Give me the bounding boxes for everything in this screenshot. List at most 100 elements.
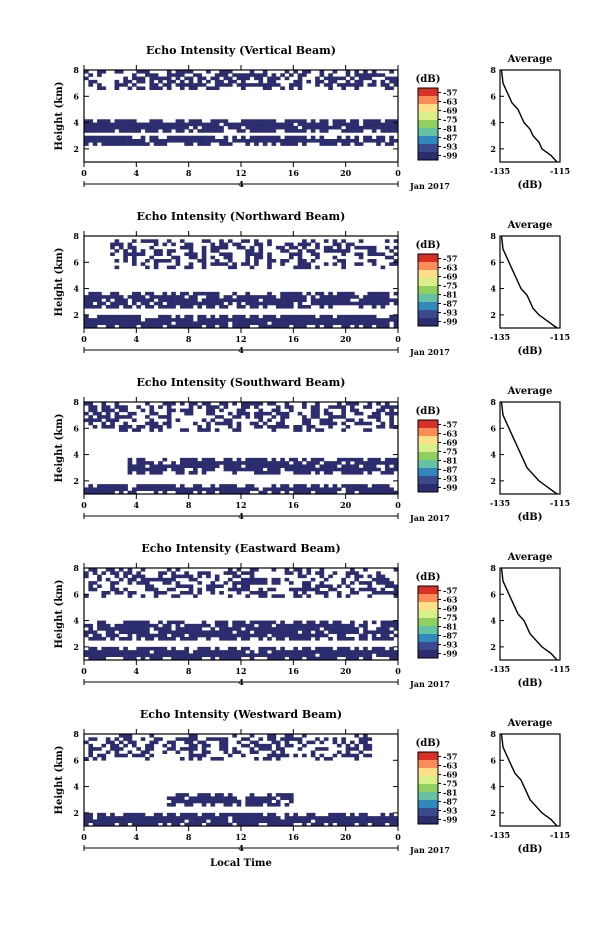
heatmap-cell (389, 415, 394, 419)
heatmap-cell (214, 79, 220, 84)
heatmap-cell (258, 627, 264, 631)
heatmap-cell (110, 571, 115, 575)
heatmap-cell (341, 249, 346, 253)
heatmap-cell (88, 650, 94, 654)
heatmap-cell (123, 620, 128, 625)
heatmap-cell (280, 793, 285, 797)
heatmap-cell (267, 139, 272, 143)
heatmap-cell (345, 135, 351, 140)
heatmap-cell (328, 411, 333, 416)
heatmap-cells (84, 568, 399, 661)
heatmap-cell (254, 415, 259, 419)
profile-title: Average (507, 386, 553, 397)
heatmap-cell (354, 135, 360, 140)
heatmap-cell (162, 457, 168, 462)
heatmap-cell (376, 819, 381, 824)
heatmap-cell (197, 646, 203, 651)
heatmap-cell (219, 747, 224, 751)
heatmap-cell (245, 594, 251, 598)
heatmap-cell (232, 812, 237, 817)
profile-x-tick-label: -115 (550, 664, 570, 674)
heatmap-cell (302, 402, 307, 406)
heatmap-cell (214, 819, 220, 824)
heatmap-cell (197, 259, 203, 263)
heatmap-cell (232, 796, 237, 801)
x-tick-label: 0 (395, 334, 401, 344)
heatmap-cell (254, 487, 259, 492)
heatmap-cell (354, 653, 360, 658)
heatmap-cell (336, 584, 342, 589)
heatmap-cell (140, 139, 146, 143)
heatmap-cell (145, 318, 150, 322)
heatmap-cell (306, 425, 312, 429)
heatmap-cell (267, 295, 272, 299)
heatmap-cell (92, 587, 98, 592)
heatmap-cell (280, 737, 285, 741)
heatmap-cell (236, 799, 242, 804)
heatmap-cell (367, 457, 373, 462)
heatmap-cell (210, 242, 216, 247)
heatmap-cell (88, 83, 94, 87)
heatmap-cell (275, 471, 281, 475)
heatmap-cell (336, 415, 342, 419)
heatmap-cell (179, 591, 185, 595)
heatmap-cell (131, 467, 137, 472)
heatmap-cell (271, 142, 277, 146)
heatmap-cell (214, 298, 220, 303)
heatmap-cell (354, 464, 360, 469)
heatmap-cell (88, 646, 94, 651)
heatmap-cell (236, 415, 242, 419)
heatmap-cell (293, 737, 298, 741)
heatmap-cell (267, 819, 272, 824)
heatmap-cell (345, 627, 351, 631)
heatmap-cell (92, 630, 98, 635)
heatmap-cell (262, 650, 268, 654)
heatmap-cell (328, 819, 333, 824)
heatmap-cell (92, 324, 98, 329)
heatmap-cell (219, 318, 224, 322)
heatmap-cell (293, 314, 298, 319)
heatmap-cell (175, 70, 181, 74)
heatmap-cell (280, 321, 285, 326)
heatmap-cell (241, 119, 246, 123)
heatmap-cell (184, 623, 189, 628)
colorbar-label: (dB) (416, 74, 441, 85)
heatmap-cell (297, 122, 303, 127)
heatmap-cell (136, 252, 141, 257)
heatmap-cell (341, 408, 346, 413)
heatmap-cells (84, 239, 399, 329)
heatmap-cell (193, 487, 198, 492)
heatmap-cell (284, 249, 290, 253)
heatmap-cell (118, 70, 124, 74)
heatmap-cell (232, 73, 237, 77)
heatmap-cell (193, 135, 198, 140)
heatmap-cell (384, 633, 390, 638)
heatmap-cell (214, 464, 220, 469)
heatmap-cell (336, 461, 342, 465)
heatmap-cell (166, 484, 172, 488)
heatmap-cell (332, 630, 338, 635)
heatmap-cell (363, 633, 368, 638)
heatmap-cell (193, 252, 198, 257)
heatmap-cell (162, 646, 168, 651)
heatmap-cell (114, 653, 120, 658)
heatmap-cell (328, 490, 333, 495)
heatmap-cell (254, 405, 259, 409)
heatmap-cell (302, 242, 307, 247)
heatmap-cell (136, 318, 141, 322)
heatmap-cell (341, 122, 346, 127)
heatmap-cell (92, 122, 98, 127)
heatmap-cell (267, 587, 272, 592)
heatmap-cell (293, 484, 298, 488)
heatmap-cell (149, 467, 155, 472)
heatmap-cell (328, 314, 333, 319)
x-tick-label: 0 (81, 666, 87, 676)
heatmap-cell (376, 402, 381, 406)
heatmap-cell (262, 301, 268, 306)
heatmap-cell (214, 415, 220, 419)
profile-x-label: (dB) (518, 844, 543, 855)
heatmap-cell (171, 574, 176, 579)
heatmap-cell (105, 577, 111, 582)
colorbar-segment (418, 436, 438, 445)
heatmap-cell (171, 594, 176, 598)
